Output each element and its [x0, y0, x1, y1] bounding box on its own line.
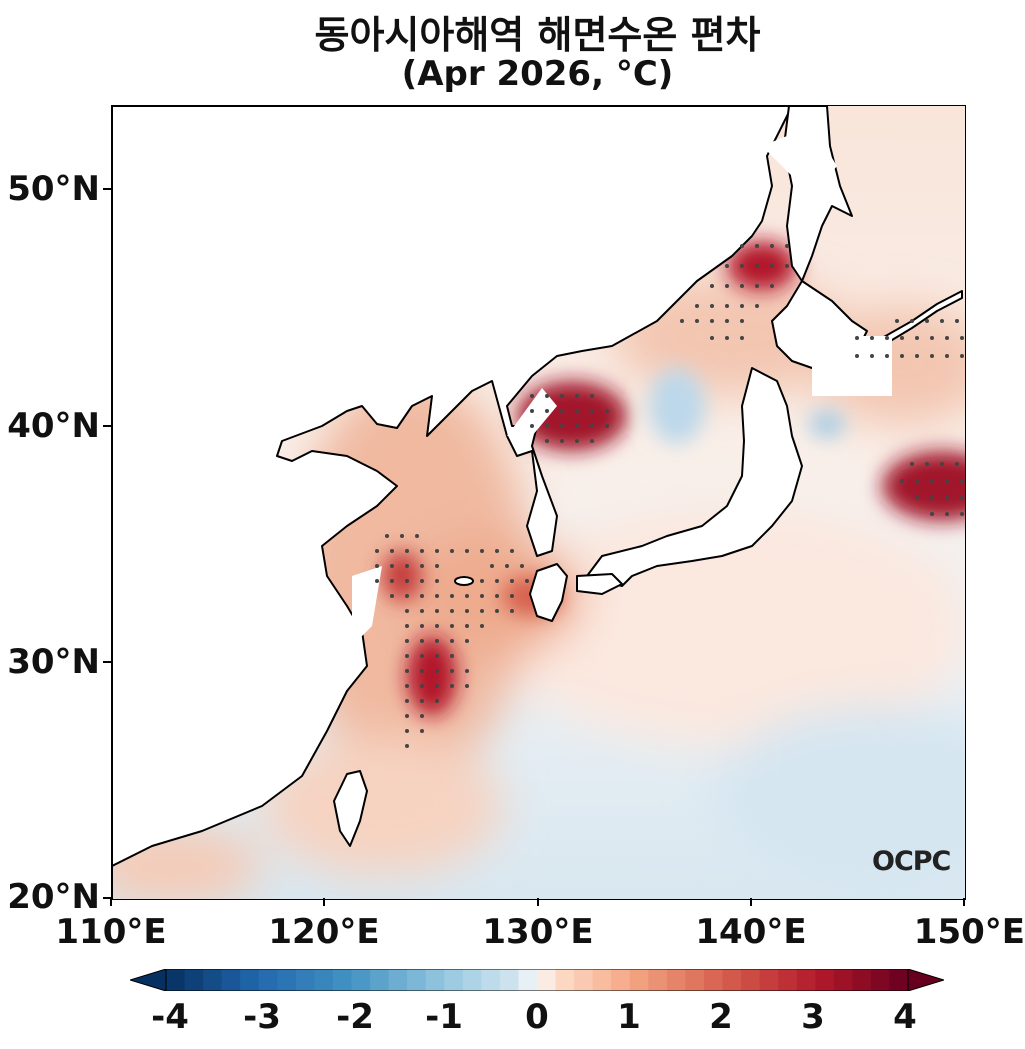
colorbar-cell — [574, 969, 594, 991]
colorbar-cell — [778, 969, 798, 991]
colorbar-label: 1 — [617, 997, 641, 1037]
colorbar-cell — [815, 969, 835, 991]
ocpc-watermark: OCPC — [872, 846, 951, 877]
map-canvas — [112, 106, 965, 899]
colorbar-cell — [166, 969, 186, 991]
colorbar-cell — [295, 969, 315, 991]
colorbar-cell — [388, 969, 408, 991]
x-tick-mark — [110, 898, 112, 906]
y-tick-mark — [103, 897, 111, 899]
colorbar-cell — [314, 969, 334, 991]
y-tick-label: 30°N — [7, 642, 100, 682]
colorbar — [130, 969, 944, 991]
colorbar-label: -4 — [151, 997, 189, 1037]
map-subtitle: (Apr 2026, °C) — [401, 54, 674, 94]
coastal-mask — [352, 126, 892, 646]
colorbar-label: -1 — [425, 997, 463, 1037]
colorbar-cell — [184, 969, 204, 991]
colorbar-cell — [592, 969, 612, 991]
colorbar-cell — [425, 969, 445, 991]
y-tick-label: 50°N — [7, 169, 100, 209]
colorbar-cell — [240, 969, 260, 991]
colorbar-cell — [518, 969, 538, 991]
colorbar-cell — [870, 969, 891, 991]
y-tick-label: 20°N — [7, 877, 100, 917]
colorbar-cell — [407, 969, 427, 991]
colorbar-cell — [722, 969, 742, 991]
colorbar-extend-high — [907, 969, 944, 991]
colorbar-cell — [462, 969, 482, 991]
colorbar-label: -2 — [336, 997, 374, 1037]
significance-stipple — [375, 244, 964, 748]
colorbar-cell — [685, 969, 705, 991]
colorbar-outline — [165, 969, 909, 991]
colorbar-label: -3 — [243, 997, 281, 1037]
colorbar-cell — [370, 969, 390, 991]
colorbar-cell — [277, 969, 297, 991]
sst-anomaly-map: OCPC — [111, 105, 966, 900]
y-tick-mark — [103, 661, 111, 663]
colorbar-label: 4 — [893, 997, 917, 1037]
colorbar-label: 2 — [709, 997, 733, 1037]
colorbar-cells — [166, 969, 909, 991]
colorbar-cell — [499, 969, 520, 991]
x-tick-label: 140°E — [695, 912, 807, 952]
colorbar-cell — [221, 969, 241, 991]
colorbar-cell — [703, 969, 724, 991]
colorbar-cell — [741, 969, 761, 991]
colorbar-cell — [351, 969, 371, 991]
colorbar-cell — [258, 969, 278, 991]
colorbar-cell — [796, 969, 816, 991]
x-tick-mark — [750, 898, 752, 906]
x-tick-label: 150°E — [913, 912, 1025, 952]
colorbar-cell — [833, 969, 853, 991]
colorbar-cell — [889, 969, 909, 991]
colorbar-cell — [759, 969, 779, 991]
map-title: 동아시아해역 해면수온 편차 — [314, 13, 761, 57]
colorbar-cell — [537, 969, 557, 991]
colorbar-cell — [203, 969, 223, 991]
y-tick-mark — [103, 425, 111, 427]
colorbar-extend-low — [130, 969, 167, 991]
x-tick-mark — [963, 898, 965, 906]
colorbar-label: 3 — [801, 997, 825, 1037]
colorbar-cell — [852, 969, 872, 991]
x-tick-label: 110°E — [55, 912, 167, 952]
colorbar-cell — [611, 969, 631, 991]
colorbar-cell — [444, 969, 464, 991]
colorbar-cell — [629, 969, 649, 991]
y-tick-label: 40°N — [7, 406, 100, 446]
x-tick-label: 120°E — [268, 912, 380, 952]
colorbar-cell — [555, 969, 575, 991]
colorbar-cell — [481, 969, 501, 991]
x-tick-mark — [323, 898, 325, 906]
x-tick-mark — [537, 898, 539, 906]
colorbar-cell — [332, 969, 353, 991]
x-tick-label: 130°E — [482, 912, 594, 952]
colorbar-cell — [666, 969, 686, 991]
colorbar-cell — [648, 969, 668, 991]
y-tick-mark — [103, 188, 111, 190]
colorbar-label: 0 — [525, 997, 549, 1037]
